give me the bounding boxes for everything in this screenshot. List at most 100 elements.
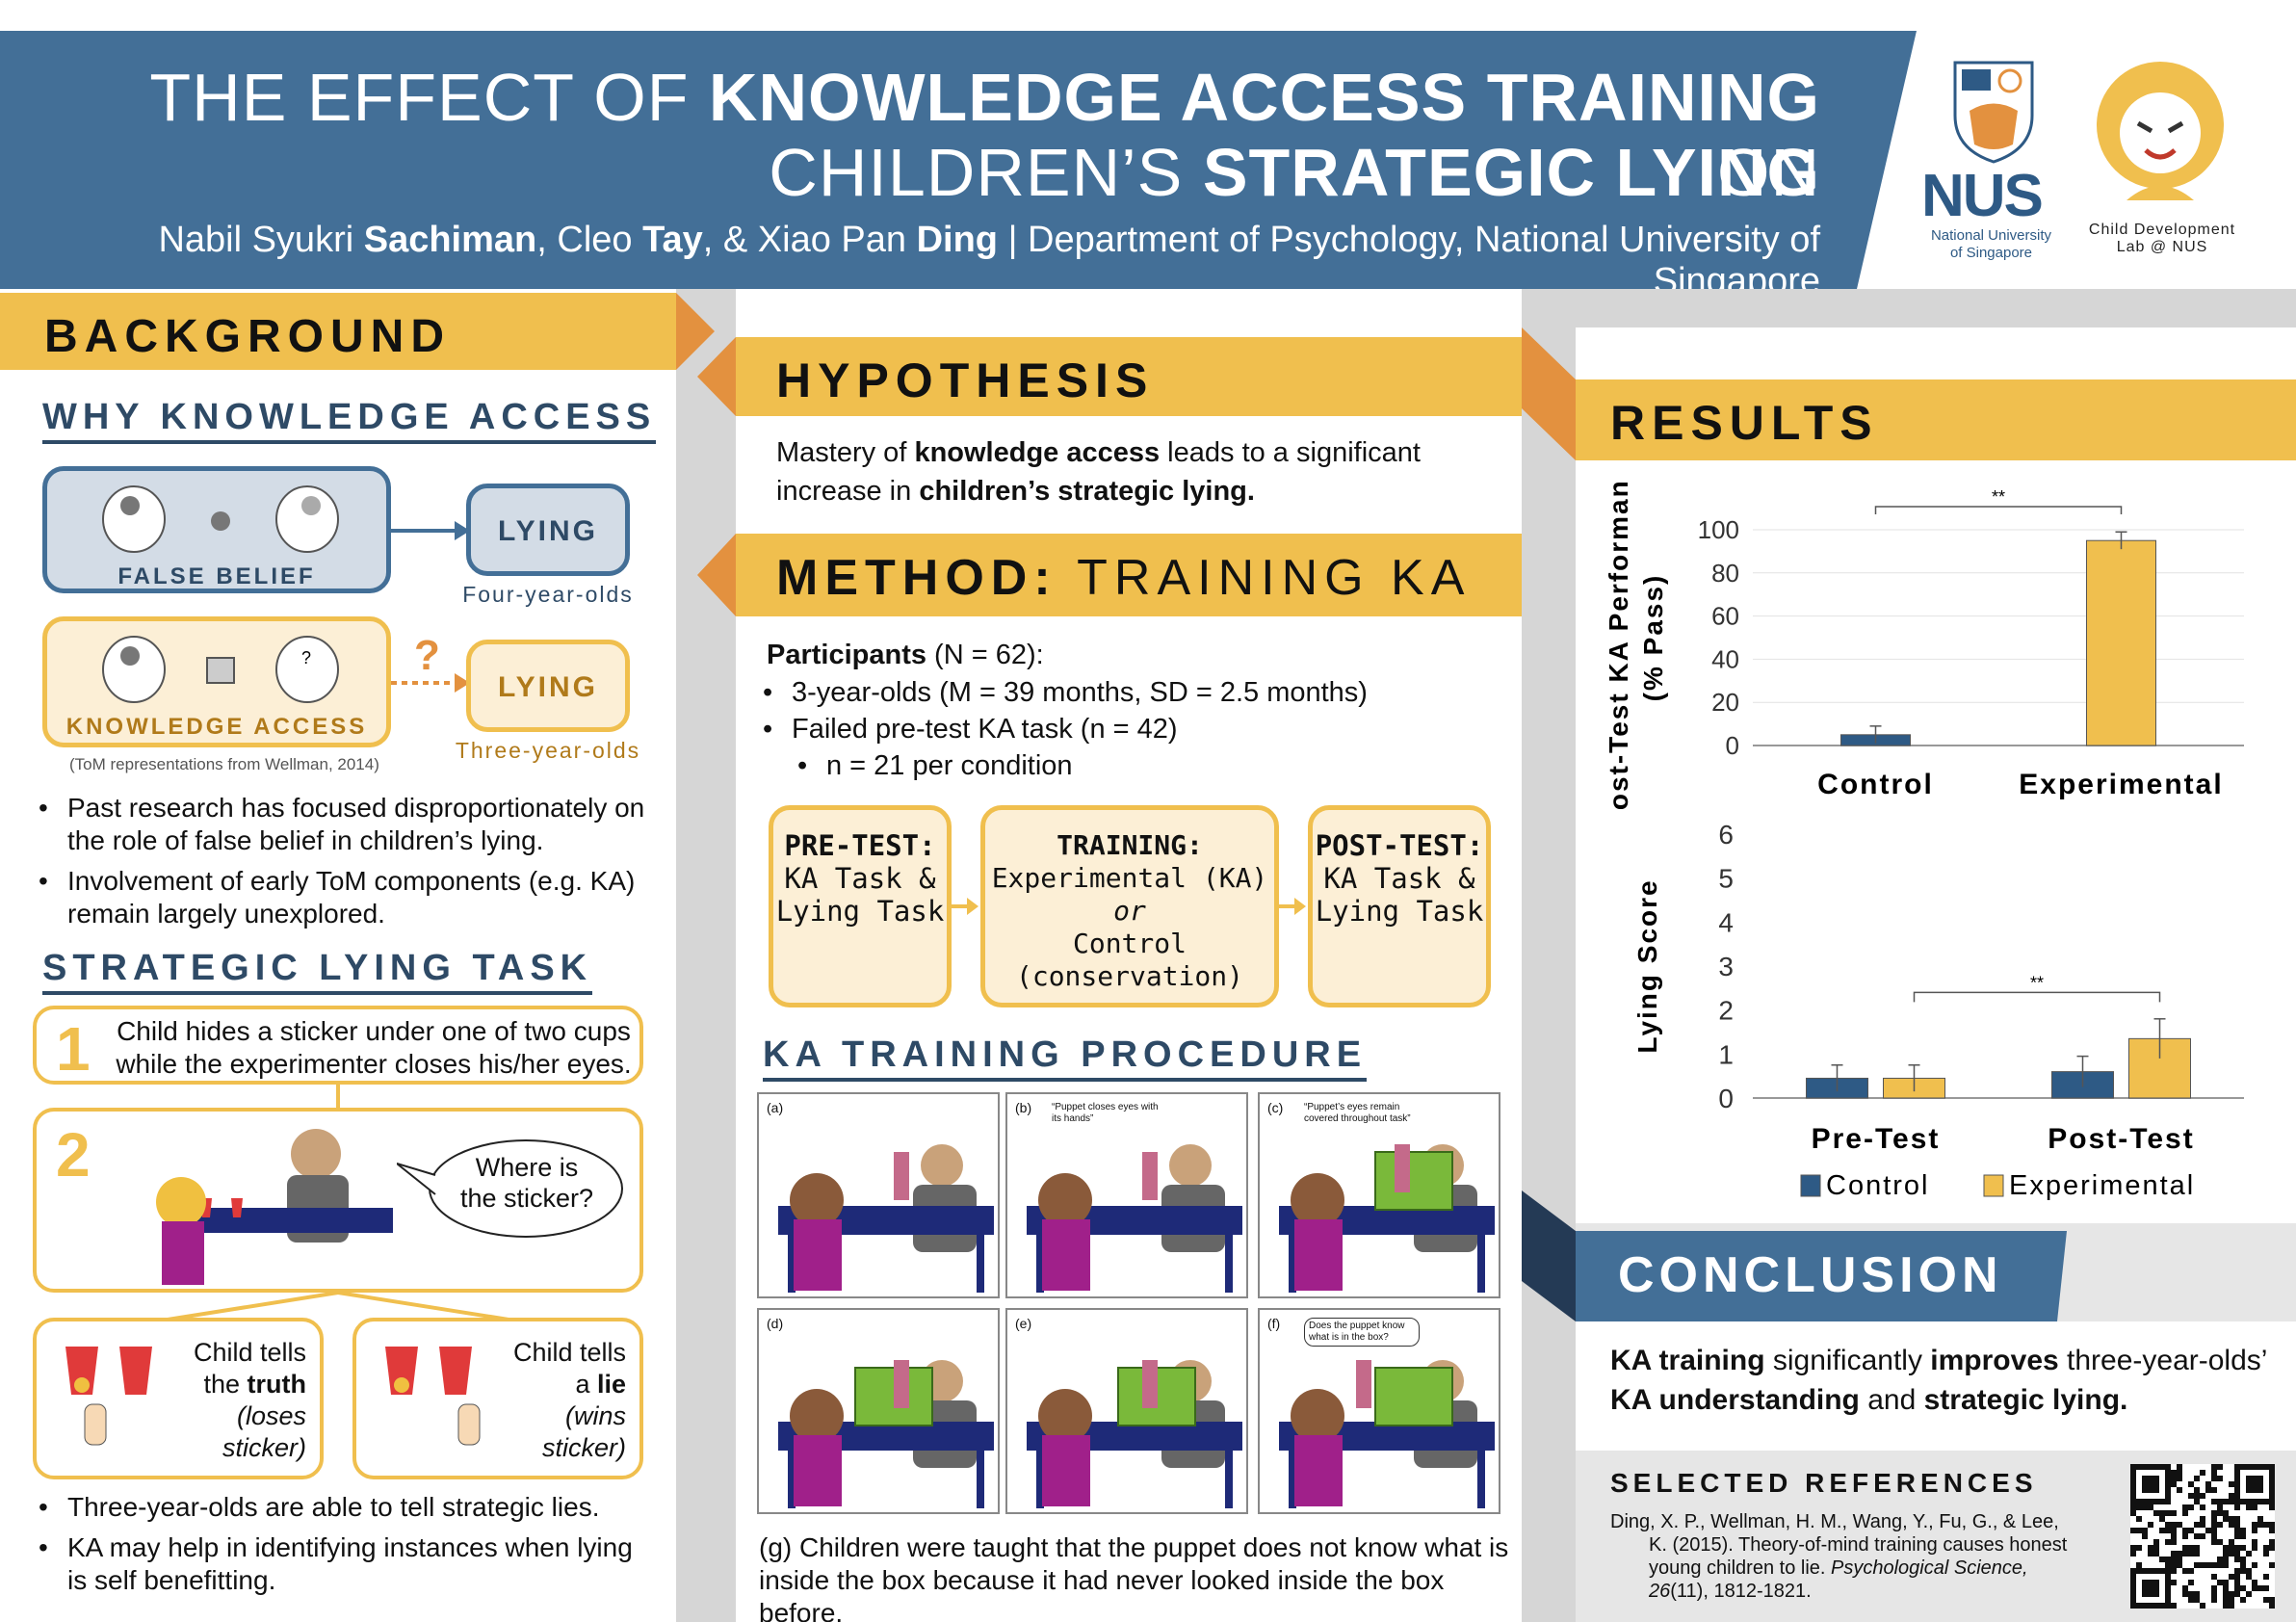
qr-module <box>2148 1476 2153 1481</box>
qr-module <box>2211 1574 2217 1580</box>
qr-module <box>2142 1580 2148 1585</box>
qr-module <box>2263 1574 2269 1580</box>
conclusion-text: KA training significantly improves three… <box>1610 1345 2267 1416</box>
qr-module <box>2171 1528 2177 1533</box>
qr-module <box>2252 1499 2257 1504</box>
x-tick-label: Control <box>1817 769 1934 800</box>
qr-module <box>2165 1603 2171 1609</box>
results-tab <box>1522 327 1576 460</box>
qr-module <box>2165 1574 2171 1580</box>
branch-lines <box>167 1293 509 1320</box>
qr-module <box>2234 1522 2240 1528</box>
qr-module <box>2130 1481 2136 1487</box>
qr-module <box>2142 1585 2148 1591</box>
qr-module <box>2188 1481 2194 1487</box>
qr-module <box>2171 1603 2177 1609</box>
qr-module <box>2234 1504 2240 1510</box>
qr-module <box>2223 1597 2229 1603</box>
qr-module <box>2234 1516 2240 1522</box>
qr-module <box>2153 1464 2159 1470</box>
qr-code-icon[interactable] <box>2130 1464 2275 1609</box>
qr-module <box>2229 1545 2234 1551</box>
step-2-number: 2 <box>56 1120 91 1190</box>
svg-text:?: ? <box>301 648 311 667</box>
y-axis-label-line: Post-Test KA Performance <box>1604 482 1633 809</box>
qr-module <box>2130 1568 2136 1574</box>
qr-module <box>2182 1510 2188 1516</box>
lying-score-chart: 0 1 2 3 4 5 6 Lying Score Pre-Test Post-Test ** Con… <box>1632 820 2244 1201</box>
hypothesis-text: Mastery of knowledge access leads to a s… <box>776 437 1421 507</box>
procedure-panel: (c) “Puppet’s eyes remain covered through… <box>1258 1092 1500 1298</box>
qr-module <box>2159 1603 2165 1609</box>
panel-scene-icon <box>1279 1360 1495 1508</box>
bullet: Three-year-olds are able to tell strateg… <box>33 1491 659 1524</box>
qr-module <box>2153 1585 2159 1591</box>
ka-performance-chart: 0 20 40 60 80 100 Post-Test KA Performance (% P… <box>1604 482 2244 809</box>
qr-module <box>2136 1464 2142 1470</box>
qr-module <box>2252 1580 2257 1585</box>
qr-module <box>2159 1528 2165 1533</box>
results-heading: RESULTS <box>1576 379 2296 460</box>
significance-label: ** <box>1992 487 2005 507</box>
qr-module <box>2130 1487 2136 1493</box>
qr-module <box>2153 1551 2159 1557</box>
lying-box-1: LYING <box>466 484 630 576</box>
qr-module <box>2269 1481 2275 1487</box>
legend-label: Control <box>1826 1170 1930 1201</box>
qr-module <box>2130 1591 2136 1597</box>
qr-module <box>2217 1580 2223 1585</box>
qr-module <box>2171 1481 2177 1487</box>
participant-bullets: 3-year-olds (M = 39 months, SD = 2.5 mon… <box>757 676 1508 790</box>
method-heading: METHOD: TRAINING KA <box>736 534 1522 616</box>
y-tick-label: 5 <box>1718 864 1734 894</box>
qr-module <box>2200 1522 2205 1528</box>
qr-module <box>2188 1580 2194 1585</box>
qr-module <box>2234 1476 2240 1481</box>
qr-module <box>2148 1551 2153 1557</box>
qr-module <box>2257 1464 2263 1470</box>
nus-logo-subtitle: National University of Singapore <box>1930 227 2052 261</box>
legend-swatch <box>1800 1174 1821 1197</box>
qr-module <box>2130 1580 2136 1585</box>
qr-module <box>2171 1562 2177 1568</box>
panel-label: (e) <box>1015 1316 1032 1331</box>
qr-module <box>2188 1568 2194 1574</box>
qr-module <box>2142 1591 2148 1597</box>
qr-module <box>2252 1545 2257 1551</box>
hypothesis-heading: HYPOTHESIS <box>736 337 1522 416</box>
qr-module <box>2269 1522 2275 1528</box>
qr-module <box>2234 1493 2240 1499</box>
qr-module <box>2252 1562 2257 1568</box>
qr-module <box>2263 1522 2269 1528</box>
qr-module <box>2130 1574 2136 1580</box>
qr-module <box>2269 1545 2275 1551</box>
qr-module <box>2130 1545 2136 1551</box>
qr-module <box>2153 1603 2159 1609</box>
qr-module <box>2188 1493 2194 1499</box>
qr-module <box>2211 1533 2217 1539</box>
step-1-text: Child hides a sticker under one of two c… <box>116 1016 632 1079</box>
qr-module <box>2153 1545 2159 1551</box>
qr-module <box>2257 1499 2263 1504</box>
qr-module <box>2148 1464 2153 1470</box>
qr-module <box>2211 1516 2217 1522</box>
panel-caption: “Puppet closes eyes with its hands” <box>1052 1102 1159 1124</box>
bullet: Involvement of early ToM components (e.g… <box>33 865 659 930</box>
tom-heads-icon <box>102 485 339 553</box>
qr-module <box>2136 1568 2142 1574</box>
qr-module <box>2252 1464 2257 1470</box>
qr-module <box>2153 1591 2159 1597</box>
qr-module <box>2229 1551 2234 1557</box>
panel-scene-icon <box>1027 1144 1242 1293</box>
qr-module <box>2200 1516 2205 1522</box>
qr-module <box>2194 1522 2200 1528</box>
y-tick-label: 0 <box>1726 731 1739 760</box>
panel-caption: “Puppet’s eyes remain covered throughout… <box>1304 1102 1411 1124</box>
y-tick-label: 20 <box>1711 688 1739 717</box>
panel-label: (a) <box>767 1100 784 1115</box>
step-2-box: 2 Where is the sticker? <box>33 1108 643 1293</box>
qr-module <box>2200 1493 2205 1499</box>
qr-module <box>2165 1510 2171 1516</box>
qr-module <box>2153 1487 2159 1493</box>
qr-module <box>2234 1591 2240 1597</box>
